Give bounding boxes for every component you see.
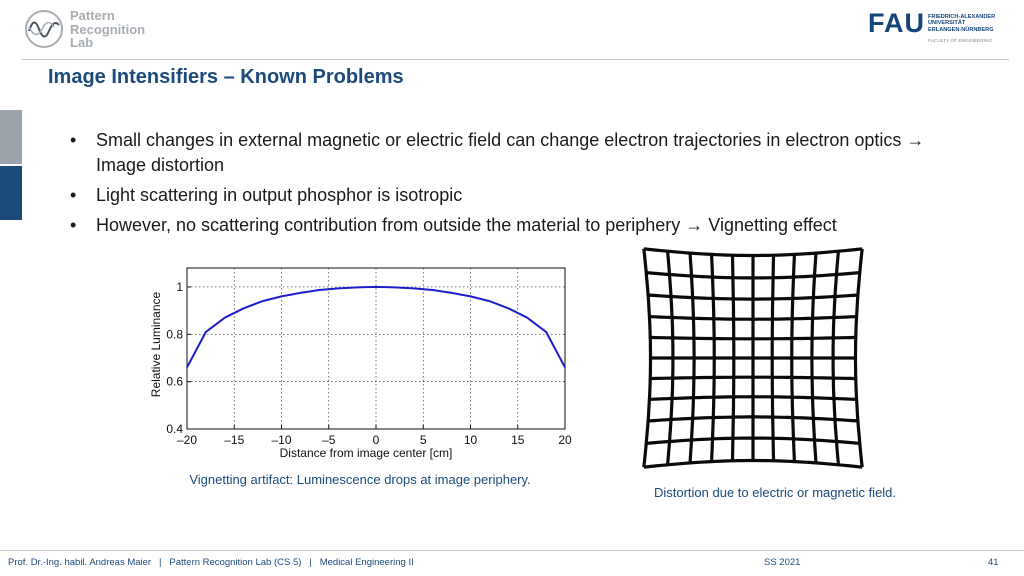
x-tick-label: 15 [511,433,525,447]
bullet-item: • Light scattering in output phosphor is… [68,183,968,208]
bullet-text: However, no scattering contribution from… [96,215,837,235]
y-tick-label: 0.8 [166,327,183,341]
fau-name-line: ERLANGEN-NÜRNBERG [928,26,994,33]
lab-logo-line: Recognition [70,21,146,37]
y-axis-label: Relative Luminance [149,291,163,397]
bullet-item: • However, no scattering contribution fr… [68,213,968,238]
y-tick-label: 0.6 [166,375,183,389]
x-tick-label: –15 [224,433,244,447]
x-axis-label: Distance from image center [cm] [280,446,453,460]
fau-logo: FAU FRIEDRICH-ALEXANDER UNIVERSITÄT ERLA… [868,9,1008,49]
footer-semester: SS 2021 [764,557,801,568]
grid-horizontal-line [650,375,856,381]
bullet-list: • Small changes in external magnetic or … [68,128,968,243]
lab-logo-line: Pattern [70,8,115,23]
x-tick-label: –20 [177,433,197,447]
side-tab-grey [0,110,22,164]
bullet-item: • Small changes in external magnetic or … [68,128,968,178]
pattern-recognition-lab-logo-icon [25,10,63,48]
slide-title: Image Intensifiers – Known Problems [48,66,404,88]
footer-divider [0,550,1024,551]
grid-vertical-line [853,248,864,468]
bullet-text: Small changes in external magnetic or el… [96,130,925,175]
fau-name-line: UNIVERSITÄT [928,20,966,27]
header-divider [22,59,1009,60]
fau-logo-name: FRIEDRICH-ALEXANDER UNIVERSITÄT ERLANGEN… [928,14,995,33]
grid-vertical-line [810,253,818,463]
grid-vertical-line [770,255,776,461]
grid-horizontal-line [648,415,858,423]
side-tab-blue [0,166,22,220]
bullet-dot-icon: • [70,130,77,150]
x-tick-label: 20 [558,433,572,447]
fau-name-line: FRIEDRICH-ALEXANDER [928,14,996,20]
grid-vertical-line [642,248,653,468]
grid-horizontal-line [646,436,860,445]
grid-vertical-line [790,254,796,462]
x-tick-label: –10 [271,433,291,447]
fau-faculty: FACULTY OF ENGINEERING [928,39,993,44]
footer-credits: Prof. Dr.-Ing. habil. Andreas Maier | Pa… [8,557,414,568]
fau-logo-word: FAU [868,8,925,38]
bullet-text: Light scattering in output phosphor is i… [96,185,463,205]
x-tick-label: –5 [322,433,336,447]
chart-caption: Vignetting artifact: Luminescence drops … [189,472,531,487]
vignetting-chart: –20 –15 –10 –5 0 5 10 15 20 0.4 0.6 0.8 1 Distance fr… [149,267,572,460]
grid-horizontal-line [643,458,863,469]
grid-horizontal-line [643,247,863,258]
y-tick-label: 1 [176,280,183,294]
y-tick-label: 0.4 [166,422,183,436]
grid-vertical-line [831,251,840,465]
grid-caption: Distortion due to electric or magnetic f… [653,485,897,500]
series-line [186,285,566,368]
page-number: 41 [988,557,999,568]
grid-horizontal-line [649,395,857,401]
lab-logo-line: Lab [70,35,94,50]
x-tick-label: 10 [464,433,478,447]
x-tick-label: 0 [373,433,380,447]
distortion-grid-figure [642,247,864,469]
x-tick-label: 5 [420,433,427,447]
bullet-dot-icon: • [70,215,77,235]
lab-logo-text: Pattern Recognition Lab [70,9,145,50]
bullet-dot-icon: • [70,185,77,205]
